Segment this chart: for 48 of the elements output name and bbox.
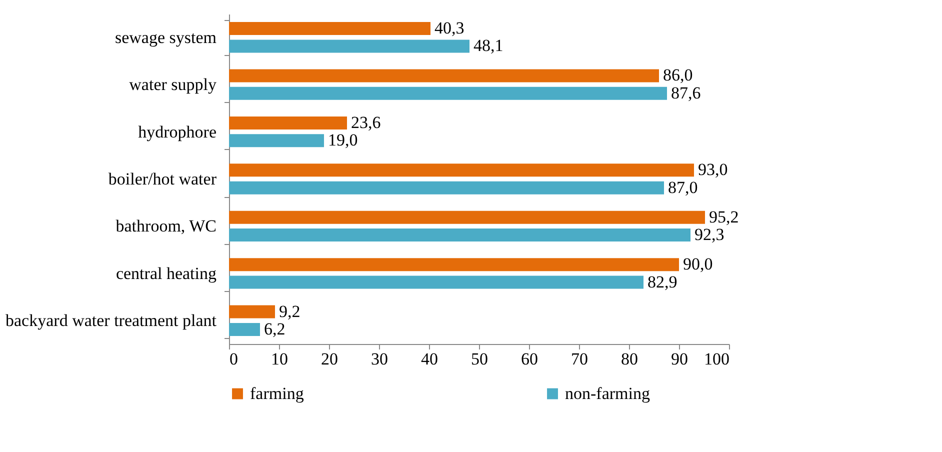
x-tick-label: 70 (571, 350, 588, 368)
x-tick-label: 50 (471, 350, 488, 368)
x-tick-label: 20 (321, 350, 338, 368)
data-label: 86,0 (663, 66, 693, 85)
y-tick-label: bathroom, WC (116, 216, 216, 236)
x-tick-label: 100 (704, 350, 730, 368)
x-tick-label: 30 (371, 350, 388, 368)
y-tick-label: central heating (116, 264, 217, 283)
data-label: 87,6 (671, 83, 701, 102)
data-label: 6,2 (264, 319, 286, 338)
bar (229, 276, 644, 289)
bar (229, 305, 275, 318)
data-label: 9,2 (279, 302, 300, 321)
bar (229, 181, 664, 194)
bar (229, 322, 260, 336)
data-label: 23,6 (351, 112, 381, 132)
y-tick-label: boiler/hot water (108, 170, 217, 188)
y-tick-label: hydrophore (138, 122, 216, 142)
bar (229, 40, 470, 53)
legend-label: non-farming (565, 384, 650, 403)
legend-label: farming (250, 384, 304, 403)
data-label: 87,0 (668, 178, 698, 197)
bar (229, 22, 430, 36)
x-tick-label: 90 (671, 350, 688, 368)
x-tick-label: 40 (421, 350, 438, 368)
data-label: 48,1 (474, 36, 504, 56)
bar (229, 69, 659, 82)
x-tick-label: 80 (621, 350, 638, 368)
y-tick-label: sewage system (114, 28, 216, 47)
bar (229, 134, 324, 148)
data-label: 90,0 (683, 254, 713, 274)
x-tick-label: 60 (521, 350, 538, 368)
bar (229, 86, 667, 100)
y-tick-label: water supply (129, 75, 217, 94)
data-label: 40,3 (434, 18, 464, 38)
x-tick-label: 10 (271, 350, 288, 368)
data-label: 19,0 (328, 130, 358, 150)
bar (229, 164, 694, 177)
data-label: 92,3 (694, 225, 724, 244)
bar (229, 228, 690, 242)
x-tick-label: 0 (230, 350, 238, 368)
data-label: 82,9 (648, 272, 678, 292)
data-label: 95,2 (709, 207, 739, 226)
bar (229, 116, 347, 130)
bar (229, 210, 705, 224)
bar (229, 258, 679, 272)
data-label: 93,0 (698, 160, 728, 180)
y-tick-label: backyard water treatment plant (6, 311, 217, 330)
